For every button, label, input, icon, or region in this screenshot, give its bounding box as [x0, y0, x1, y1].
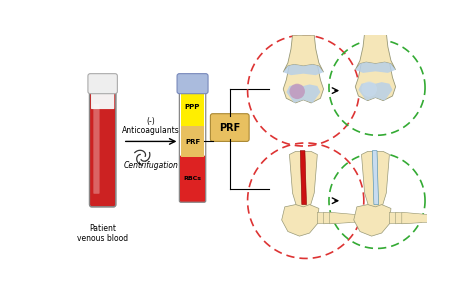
Polygon shape — [362, 151, 390, 212]
FancyBboxPatch shape — [91, 91, 114, 109]
Polygon shape — [290, 151, 317, 212]
Polygon shape — [356, 39, 396, 100]
Text: Centrifugation: Centrifugation — [123, 161, 178, 170]
Polygon shape — [396, 212, 422, 224]
Polygon shape — [356, 62, 396, 73]
Text: Anticoagulants: Anticoagulants — [122, 126, 180, 135]
Polygon shape — [390, 212, 416, 224]
Polygon shape — [283, 64, 324, 75]
Text: (-): (-) — [146, 117, 155, 126]
Text: RBCs: RBCs — [183, 176, 201, 181]
FancyBboxPatch shape — [179, 156, 206, 202]
FancyBboxPatch shape — [93, 104, 100, 194]
Bar — [181, 126, 204, 157]
FancyBboxPatch shape — [90, 89, 116, 207]
Polygon shape — [356, 33, 396, 70]
Polygon shape — [373, 151, 379, 205]
FancyBboxPatch shape — [210, 114, 249, 142]
Text: PPP: PPP — [185, 105, 200, 110]
FancyBboxPatch shape — [88, 74, 118, 94]
Polygon shape — [283, 35, 324, 72]
Polygon shape — [324, 212, 350, 224]
Polygon shape — [282, 205, 319, 236]
Polygon shape — [286, 84, 320, 103]
Text: Patient
venous blood: Patient venous blood — [77, 224, 128, 243]
FancyBboxPatch shape — [177, 74, 208, 94]
Polygon shape — [330, 212, 356, 224]
Circle shape — [362, 81, 377, 97]
Polygon shape — [300, 151, 307, 205]
Polygon shape — [402, 212, 428, 224]
Polygon shape — [283, 41, 324, 103]
Text: PRF: PRF — [185, 139, 200, 144]
Polygon shape — [317, 212, 344, 224]
Text: PRF: PRF — [219, 122, 240, 132]
Polygon shape — [354, 205, 391, 236]
Polygon shape — [358, 82, 392, 100]
Bar — [181, 89, 204, 126]
Circle shape — [290, 84, 305, 99]
